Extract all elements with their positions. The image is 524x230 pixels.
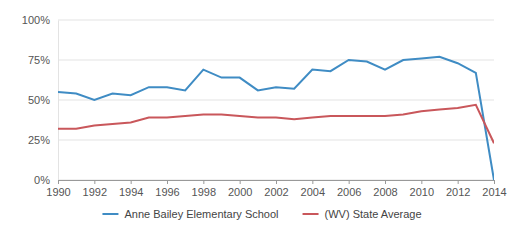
x-tick: 1998: [192, 180, 216, 198]
y-tick-label: 0%: [34, 174, 50, 186]
x-tick-mark: [458, 180, 459, 184]
x-tick-mark: [494, 180, 495, 184]
x-tick: 2000: [228, 180, 252, 198]
x-tick: 2002: [264, 180, 288, 198]
y-tick-label: 100%: [22, 14, 50, 26]
chart: 0% 25% 50% 75% 100% 1990 1992 1994 1996 1998 2000 2…: [0, 0, 524, 230]
legend: Anne Bailey Elementary School (WV) State …: [102, 208, 421, 220]
x-tick: 2006: [337, 180, 361, 198]
x-tick-mark: [385, 180, 386, 184]
x-tick: 2014: [482, 180, 506, 198]
y-tick: 100%: [22, 14, 58, 26]
x-tick-label: 2002: [264, 186, 288, 198]
legend-label: Anne Bailey Elementary School: [124, 208, 278, 220]
x-axis: 1990 1992 1994 1996 1998 2000 2002 2004 2006 2008…: [46, 180, 506, 198]
x-tick: 1992: [83, 180, 107, 198]
x-tick-mark: [349, 180, 350, 184]
x-tick-label: 1992: [83, 186, 107, 198]
y-axis: 0% 25% 50% 75% 100%: [22, 14, 59, 186]
series-line: [58, 105, 494, 143]
y-tick-label: 75%: [28, 54, 50, 66]
legend-item: (WV) State Average: [303, 208, 422, 220]
x-tick-label: 1998: [192, 186, 216, 198]
x-tick-label: 2008: [373, 186, 397, 198]
x-tick-label: 1990: [46, 186, 70, 198]
x-tick-label: 2004: [301, 186, 325, 198]
x-tick: 2004: [301, 180, 325, 198]
x-tick-mark: [421, 180, 422, 184]
x-tick: 1990: [46, 180, 70, 198]
grid: [58, 20, 494, 180]
x-tick-mark: [240, 180, 241, 184]
plot: 0% 25% 50% 75% 100% 1990 1992 1994 1996 1998 2000 2…: [22, 14, 507, 198]
x-tick-label: 2014: [482, 186, 506, 198]
x-tick-mark: [167, 180, 168, 184]
x-tick: 2012: [446, 180, 470, 198]
grid-line: [58, 20, 494, 21]
x-tick-label: 2000: [228, 186, 252, 198]
x-tick-label: 2006: [337, 186, 361, 198]
legend-swatch: [102, 213, 118, 215]
x-tick-label: 2012: [446, 186, 470, 198]
x-tick: 2010: [410, 180, 434, 198]
legend-label: (WV) State Average: [325, 208, 422, 220]
y-tick-label: 25%: [28, 134, 50, 146]
y-tick: 0%: [34, 174, 58, 186]
x-tick: 1996: [155, 180, 179, 198]
y-axis-line: [58, 21, 59, 181]
x-tick-label: 2010: [410, 186, 434, 198]
x-tick: 1994: [119, 180, 143, 198]
x-tick: 2008: [373, 180, 397, 198]
grid-line: [58, 100, 494, 101]
series-line: [58, 57, 494, 180]
legend-item: Anne Bailey Elementary School: [102, 208, 278, 220]
x-tick-label: 1994: [119, 186, 143, 198]
grid-line: [58, 140, 494, 141]
y-tick: 50%: [28, 94, 58, 106]
y-tick: 25%: [28, 134, 58, 146]
x-tick-mark: [131, 180, 132, 184]
lines: [58, 57, 494, 180]
legend-swatch: [303, 213, 319, 215]
x-tick-label: 1996: [155, 186, 179, 198]
x-tick-mark: [58, 180, 59, 184]
y-tick-label: 50%: [28, 94, 50, 106]
x-tick-mark: [312, 180, 313, 184]
x-tick-mark: [94, 180, 95, 184]
x-tick-mark: [203, 180, 204, 184]
y-tick: 75%: [28, 54, 58, 66]
x-tick-mark: [276, 180, 277, 184]
x-axis-line: [59, 181, 495, 185]
grid-line: [58, 60, 494, 61]
